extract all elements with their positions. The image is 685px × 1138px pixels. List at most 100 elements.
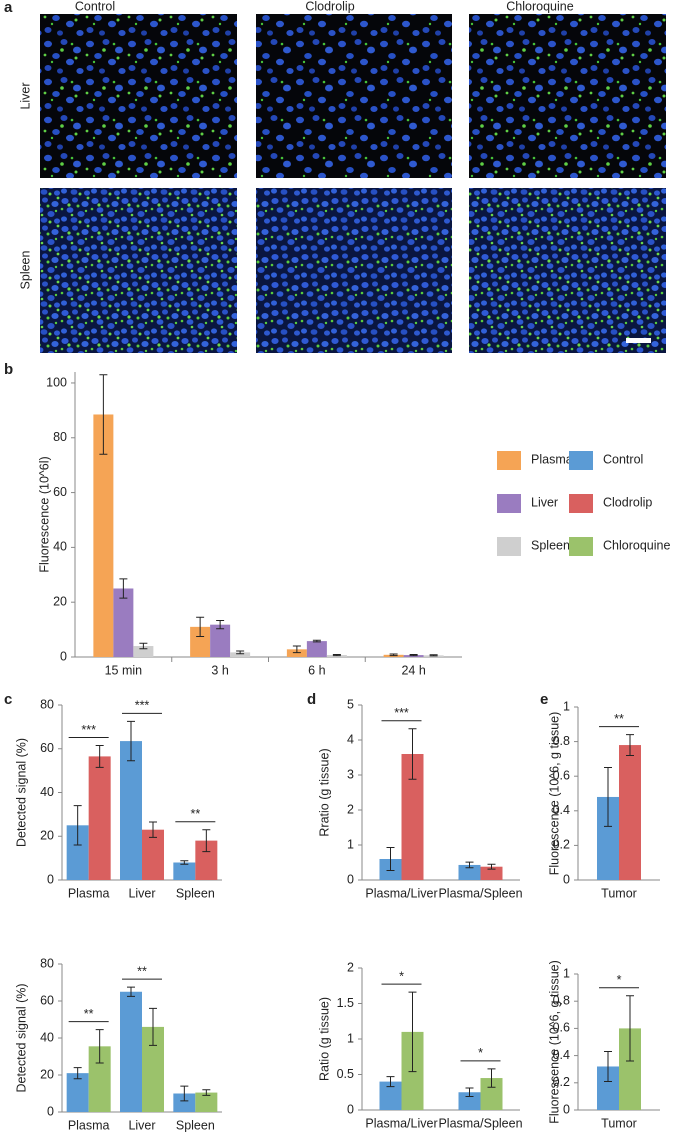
column-label: Clodrolip bbox=[305, 0, 354, 13]
y-tick-label: 2 bbox=[347, 960, 354, 974]
bar bbox=[142, 1026, 164, 1112]
micrograph bbox=[256, 14, 452, 178]
error-bar bbox=[604, 767, 612, 827]
bar bbox=[286, 649, 307, 657]
bar bbox=[120, 741, 142, 880]
y-axis-label: Fluorescence (10^6l) bbox=[37, 456, 51, 572]
error-bar bbox=[389, 653, 398, 657]
y-tick-label: 5 bbox=[347, 697, 354, 711]
error-bar bbox=[95, 1029, 104, 1064]
error-bar bbox=[626, 734, 634, 756]
y-tick-label: 0 bbox=[347, 1102, 354, 1116]
error-bar bbox=[139, 642, 148, 650]
y-tick-label: 80 bbox=[40, 956, 54, 970]
bar bbox=[195, 840, 218, 880]
bar bbox=[480, 1078, 503, 1110]
bar bbox=[66, 1073, 89, 1112]
bar bbox=[597, 1066, 619, 1110]
y-tick-label: 0 bbox=[563, 872, 570, 886]
micrograph bbox=[469, 14, 666, 178]
error-bar bbox=[202, 829, 211, 853]
x-tick-label: Plasma/Liver bbox=[365, 1116, 437, 1130]
bar bbox=[133, 646, 154, 657]
y-tick-label: 0.6 bbox=[553, 1021, 570, 1035]
x-tick-label: Plasma bbox=[68, 1118, 110, 1132]
y-tick-label: 0 bbox=[47, 1104, 54, 1118]
legend-label: Plasma bbox=[531, 452, 573, 466]
bar bbox=[173, 862, 196, 880]
bar bbox=[619, 1028, 641, 1110]
error-bar bbox=[127, 720, 135, 762]
error-bar bbox=[332, 654, 341, 657]
x-tick-label: Plasma/Spleen bbox=[438, 1116, 522, 1130]
y-tick-label: 20 bbox=[53, 594, 67, 608]
y-tick-label: 0 bbox=[563, 1102, 570, 1116]
legend-swatch bbox=[497, 537, 521, 556]
bar bbox=[93, 414, 114, 657]
y-tick-label: 60 bbox=[53, 485, 67, 499]
error-bar bbox=[408, 728, 417, 780]
bar bbox=[458, 1092, 481, 1110]
error-bar bbox=[236, 650, 245, 655]
error-bar bbox=[216, 620, 225, 630]
bar bbox=[597, 796, 619, 880]
error-bar bbox=[487, 863, 496, 870]
y-tick-label: 40 bbox=[40, 785, 54, 799]
bar bbox=[173, 1093, 196, 1112]
error-bar bbox=[386, 1076, 395, 1088]
micrograph bbox=[40, 14, 237, 178]
panel-label: e bbox=[540, 691, 548, 708]
error-bar bbox=[604, 1051, 612, 1082]
error-bar bbox=[386, 846, 395, 872]
y-tick-label: 0 bbox=[60, 649, 67, 663]
column-label: Chloroquine bbox=[506, 0, 573, 13]
bar bbox=[230, 652, 251, 657]
error-bar bbox=[312, 639, 321, 643]
y-axis-label: Fluorescence (10^6, g tissue) bbox=[547, 712, 561, 876]
bar bbox=[619, 745, 641, 880]
bar bbox=[210, 624, 231, 657]
y-tick-label: 0 bbox=[47, 872, 54, 886]
error-bar bbox=[99, 374, 108, 455]
y-tick-label: 40 bbox=[53, 540, 67, 554]
panel-label: b bbox=[4, 361, 13, 378]
y-tick-label: 0.6 bbox=[553, 768, 570, 782]
x-tick-label: 6 h bbox=[308, 663, 325, 677]
row-label: Spleen bbox=[18, 250, 32, 289]
bar bbox=[458, 864, 481, 880]
bar bbox=[113, 588, 134, 657]
bar bbox=[401, 754, 424, 880]
legend-swatch bbox=[497, 494, 521, 513]
y-tick-label: 3 bbox=[347, 767, 354, 781]
legend-label: Clodrolip bbox=[603, 495, 652, 509]
significance-label: * bbox=[399, 969, 404, 983]
error-bar bbox=[180, 1085, 189, 1102]
y-axis-label: Detected signal (%) bbox=[14, 738, 28, 847]
significance-label: *** bbox=[394, 706, 409, 720]
bar bbox=[88, 756, 111, 880]
column-label: Control bbox=[75, 0, 115, 13]
y-tick-label: 0.5 bbox=[337, 1067, 354, 1081]
y-tick-label: 2 bbox=[347, 802, 354, 816]
legend-label: Liver bbox=[531, 495, 558, 509]
legend-swatch bbox=[497, 451, 521, 470]
y-tick-label: 20 bbox=[40, 829, 54, 843]
micrograph bbox=[256, 188, 452, 353]
error-bar bbox=[73, 1067, 82, 1080]
error-bar bbox=[465, 861, 474, 869]
x-tick-label: Plasma/Liver bbox=[365, 886, 437, 900]
bar bbox=[306, 641, 327, 657]
x-tick-label: Plasma/Spleen bbox=[438, 886, 522, 900]
error-bar bbox=[292, 645, 301, 654]
error-bar bbox=[626, 995, 634, 1062]
significance-label: ** bbox=[84, 1007, 94, 1021]
bar bbox=[480, 866, 503, 880]
legend-label: Spleen bbox=[531, 538, 570, 552]
y-tick-label: 80 bbox=[40, 697, 54, 711]
panel-label: c bbox=[4, 691, 12, 708]
y-axis-label: Detected signal (%) bbox=[14, 983, 28, 1092]
bar bbox=[66, 825, 89, 880]
bar bbox=[142, 829, 164, 880]
error-bar bbox=[408, 991, 417, 1073]
